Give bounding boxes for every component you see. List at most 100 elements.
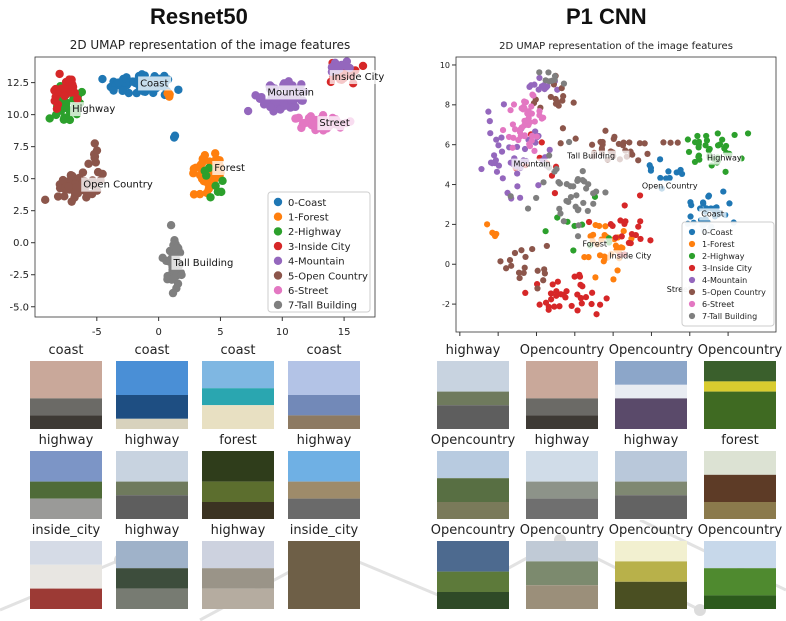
legend-marker bbox=[688, 276, 696, 284]
thumbnail-image bbox=[288, 451, 360, 519]
scatter-point bbox=[585, 254, 592, 261]
legend-marker bbox=[273, 300, 283, 310]
cluster-label: Coast bbox=[140, 78, 168, 89]
scatter-point bbox=[570, 183, 577, 190]
scatter-point bbox=[614, 267, 621, 274]
scatter-point bbox=[538, 139, 545, 146]
scatter-point bbox=[637, 235, 644, 243]
thumbnail-image bbox=[116, 541, 188, 609]
scatter-point bbox=[490, 152, 498, 159]
scatter-point bbox=[536, 74, 543, 82]
legend-label: 3-Inside City bbox=[702, 264, 752, 273]
thumbnail-image bbox=[526, 541, 598, 609]
scatter-point bbox=[559, 97, 566, 104]
legend-label: 7-Tall Building bbox=[288, 301, 357, 312]
scatter-point bbox=[109, 86, 118, 95]
x-tick-label: -5 bbox=[92, 327, 102, 337]
scatter-point bbox=[540, 179, 547, 186]
scatter-point bbox=[567, 193, 575, 201]
scatter-point bbox=[519, 106, 527, 113]
scatter-point bbox=[533, 194, 540, 202]
scatter-point bbox=[563, 288, 570, 295]
thumbnail-label: highway bbox=[623, 433, 679, 448]
y-tick-label: 2 bbox=[445, 220, 450, 229]
scatter-point bbox=[511, 249, 519, 257]
scatter-point bbox=[536, 107, 543, 115]
scatter-point bbox=[563, 181, 570, 188]
legend-label: 7-Tall Building bbox=[702, 312, 757, 321]
scatter-point bbox=[531, 147, 538, 154]
cluster-label: Forest bbox=[582, 239, 607, 248]
x-tick-label: 5 bbox=[217, 327, 223, 337]
thumbnail-label: coast bbox=[48, 343, 84, 358]
scatter-point bbox=[526, 83, 533, 90]
scatter-point bbox=[618, 233, 625, 240]
legend-marker bbox=[688, 264, 696, 272]
scatter-point bbox=[205, 157, 214, 166]
scatter-point bbox=[493, 136, 500, 143]
scatter-point bbox=[559, 125, 567, 132]
scatter-point bbox=[495, 142, 502, 149]
scatter-point bbox=[621, 220, 628, 228]
legend-label: 4-Mountain bbox=[288, 257, 345, 268]
thumbnail-image bbox=[437, 361, 509, 429]
scatter-point bbox=[731, 131, 738, 139]
cluster-label: Inside City bbox=[332, 72, 385, 83]
scatter-point bbox=[516, 129, 524, 136]
scatter-point bbox=[493, 168, 501, 175]
scatter-point bbox=[55, 69, 64, 79]
scatter-point bbox=[84, 159, 93, 169]
legend-marker bbox=[688, 300, 696, 308]
thumbnail-image bbox=[704, 451, 776, 519]
scatter-point bbox=[617, 244, 625, 251]
scatter-point bbox=[584, 207, 591, 215]
legend-label: 3-Inside City bbox=[288, 242, 351, 253]
thumbnail-label: highway bbox=[38, 433, 94, 448]
scatter-point bbox=[169, 133, 179, 142]
scatter-point bbox=[703, 132, 710, 140]
scatter-point bbox=[218, 176, 227, 186]
umap-scatter-resnet50: 2D UMAP representation of the image feat… bbox=[7, 38, 390, 337]
scatter-point bbox=[592, 274, 599, 281]
scatter-point bbox=[579, 168, 586, 175]
scatter-point bbox=[590, 190, 597, 197]
scatter-point bbox=[688, 202, 695, 209]
scatter-point bbox=[485, 108, 492, 115]
y-tick-label: 4 bbox=[445, 180, 450, 189]
scatter-point bbox=[656, 156, 664, 163]
scatter-point bbox=[522, 289, 529, 296]
scatter-point bbox=[587, 233, 594, 240]
y-tick-label: 12.5 bbox=[7, 78, 29, 89]
cluster-label: Coast bbox=[701, 209, 724, 218]
y-tick-label: 10.0 bbox=[7, 110, 29, 121]
scatter-point bbox=[498, 134, 505, 141]
scatter-point bbox=[592, 221, 599, 229]
scatter-point bbox=[636, 140, 644, 147]
scatter-point bbox=[486, 118, 493, 125]
cluster-label: Mountain bbox=[267, 87, 314, 98]
scatter-point bbox=[502, 265, 510, 272]
scatter-point bbox=[98, 74, 107, 84]
scatter-point bbox=[204, 179, 213, 189]
scatter-point bbox=[90, 139, 99, 148]
cluster-label-bg bbox=[171, 255, 251, 270]
scatter-point bbox=[572, 203, 579, 210]
thumbnail-image bbox=[30, 361, 102, 429]
scatter-point bbox=[294, 113, 303, 123]
thumbnail-label: highway bbox=[534, 433, 590, 448]
scatter-point bbox=[574, 177, 581, 184]
scatter-point bbox=[714, 142, 722, 149]
scatter-point bbox=[552, 100, 560, 107]
scatter-point bbox=[542, 228, 549, 235]
scatter-point bbox=[60, 192, 69, 201]
scatter-point bbox=[685, 148, 693, 156]
scatter-point bbox=[568, 302, 575, 310]
scatter-point bbox=[168, 288, 178, 298]
scatter-point bbox=[499, 126, 507, 134]
thumbnail-label: inside_city bbox=[289, 523, 359, 538]
scatter-point bbox=[570, 99, 577, 106]
legend-label: 4-Mountain bbox=[702, 276, 747, 285]
scatter-point bbox=[515, 136, 522, 144]
scatter-point bbox=[509, 121, 517, 128]
scatter-point bbox=[495, 162, 503, 169]
